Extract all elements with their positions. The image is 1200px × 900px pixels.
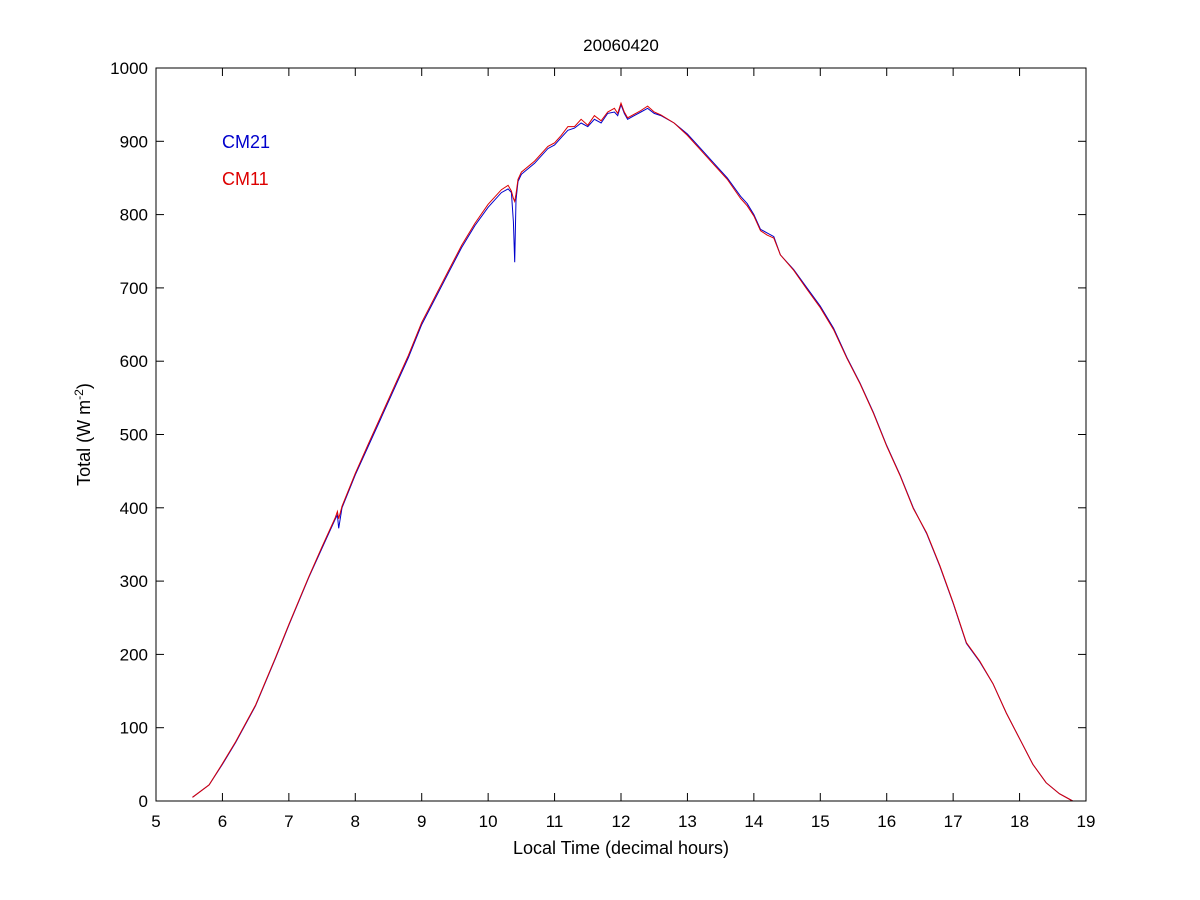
y-tick-label: 500 bbox=[120, 426, 148, 445]
y-tick-label: 900 bbox=[120, 132, 148, 151]
ticks-layer: 5 6 7 8 9 10 11 12 13 14 15 16 17 18 19 0 100 200 300 400 50… bbox=[110, 59, 1095, 831]
y-axis-label-suffix: ) bbox=[74, 383, 94, 389]
y-tick-label: 700 bbox=[120, 279, 148, 298]
series-layer bbox=[192, 101, 1073, 802]
legend-entry-cm11: CM11 bbox=[222, 169, 269, 189]
y-axis-label-exponent: -2 bbox=[72, 389, 86, 400]
y-tick-label: 400 bbox=[120, 499, 148, 518]
chart-title: 20060420 bbox=[583, 36, 659, 55]
y-tick-label: 1000 bbox=[110, 59, 148, 78]
y-tick-label: 800 bbox=[120, 206, 148, 225]
legend: CM21 CM11 bbox=[222, 132, 270, 189]
x-tick-label: 16 bbox=[877, 812, 896, 831]
x-tick-label: 19 bbox=[1077, 812, 1096, 831]
y-tick-label: 100 bbox=[120, 719, 148, 738]
x-tick-label: 13 bbox=[678, 812, 697, 831]
x-tick-label: 15 bbox=[811, 812, 830, 831]
x-tick-label: 14 bbox=[744, 812, 763, 831]
legend-entry-cm21: CM21 bbox=[222, 132, 270, 152]
x-tick-label: 8 bbox=[351, 812, 360, 831]
y-tick-label: 0 bbox=[139, 792, 148, 811]
series-line-cm11 bbox=[192, 101, 1073, 802]
x-tick-label: 5 bbox=[151, 812, 160, 831]
y-tick-label: 300 bbox=[120, 572, 148, 591]
x-axis-label: Local Time (decimal hours) bbox=[513, 838, 729, 858]
y-tick-label: 600 bbox=[120, 352, 148, 371]
x-tick-label: 7 bbox=[284, 812, 293, 831]
x-tick-label: 12 bbox=[612, 812, 631, 831]
x-tick-label: 18 bbox=[1010, 812, 1029, 831]
x-tick-label: 11 bbox=[546, 812, 564, 831]
x-tick-label: 6 bbox=[218, 812, 227, 831]
y-tick-label: 200 bbox=[120, 645, 148, 664]
y-axis-label: Total (W m-2) bbox=[72, 383, 94, 486]
x-tick-label: 17 bbox=[944, 812, 963, 831]
x-tick-label: 10 bbox=[479, 812, 498, 831]
y-axis-label-prefix: Total (W m bbox=[74, 400, 94, 486]
x-tick-label: 9 bbox=[417, 812, 426, 831]
